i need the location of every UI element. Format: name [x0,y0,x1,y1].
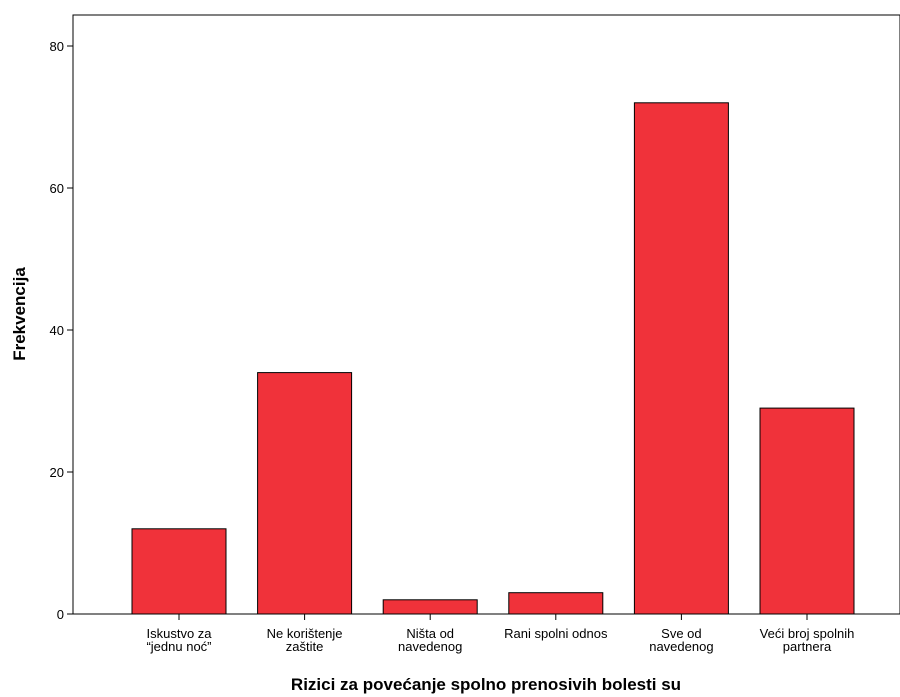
x-category-label: Sve od navedenog [649,626,713,654]
x-category-label: Iskustvo za “jednu noć” [146,626,212,654]
bars [131,102,855,615]
y-tick-label: 40 [50,323,64,338]
bar [257,372,353,615]
y-tick-label: 60 [50,181,64,196]
y-tick-label: 20 [50,465,64,480]
bar [759,407,855,615]
bar [382,599,478,615]
x-category-label: Ništa od navedenog [398,626,462,654]
bar [131,528,227,615]
bar [633,102,729,615]
y-axis-title: Frekvencija [10,267,29,361]
y-axis: 0 20 40 60 80 [50,39,73,622]
x-axis: Iskustvo za “jednu noć” Ne korištenje zašti… [146,614,854,654]
x-category-label: Ne korištenje zaštite [267,626,343,654]
x-category-label: Veći broj spolnih partnera [760,626,855,654]
y-tick-label: 0 [57,607,64,622]
x-axis-title: Rizici za povećanje spolno prenosivih bo… [291,675,681,694]
bar [508,592,604,615]
x-category-label: Rani spolni odnos [504,626,608,641]
plot-frame [72,14,900,615]
y-tick-label: 80 [50,39,64,54]
